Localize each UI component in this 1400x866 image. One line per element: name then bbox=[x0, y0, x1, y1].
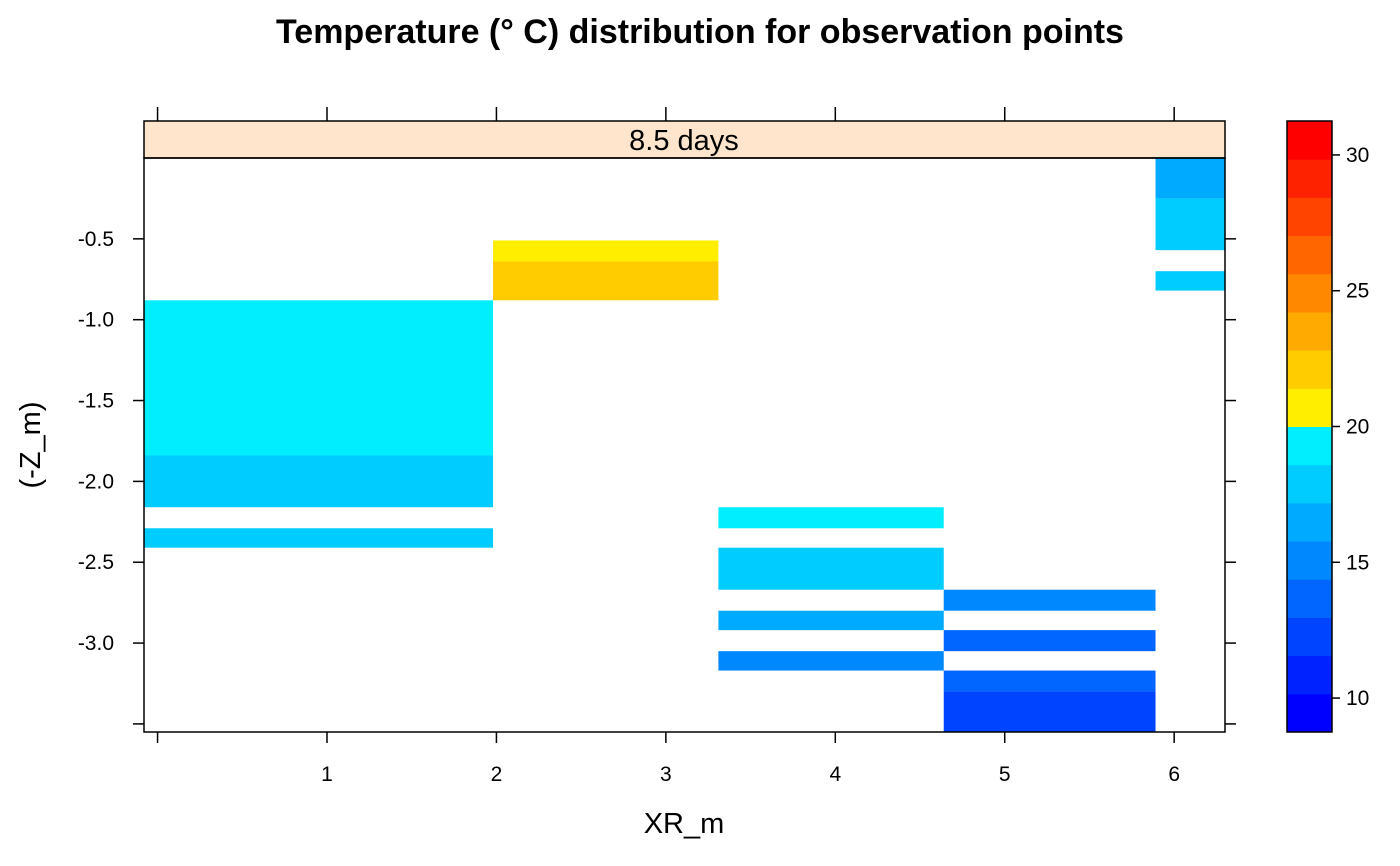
color-key-swatch bbox=[1287, 311, 1332, 351]
color-key-tick-label: 25 bbox=[1346, 280, 1369, 303]
color-key-swatch bbox=[1287, 502, 1332, 542]
color-key-swatch bbox=[1287, 426, 1332, 466]
heatmap-cell bbox=[493, 240, 719, 262]
x-tick-label: 5 bbox=[999, 763, 1011, 786]
color-key-swatch bbox=[1287, 579, 1332, 618]
color-key-tick-label: 20 bbox=[1346, 416, 1369, 439]
strip-background bbox=[143, 120, 1226, 159]
y-axis-label: (-Z_m) bbox=[15, 402, 47, 489]
axis-ticks bbox=[133, 107, 1236, 743]
heatmap-cell bbox=[144, 455, 494, 508]
axis-tick-labels: 1 2 3 4 5 6 -0.5 -1.0 -1.5 -2.0 -2.5 -3.0 bbox=[78, 228, 1180, 786]
y-tick-label: -1.0 bbox=[78, 309, 114, 332]
color-key-tick-label: 10 bbox=[1346, 687, 1369, 710]
heatmap-cell bbox=[943, 589, 1156, 611]
color-key-swatch bbox=[1287, 388, 1332, 427]
x-tick-label: 1 bbox=[321, 763, 333, 786]
heatmap-cell bbox=[718, 547, 944, 590]
color-key: 10 15 20 25 30 bbox=[1286, 120, 1369, 733]
y-tick-label: -3.0 bbox=[78, 632, 114, 655]
color-key-swatch bbox=[1287, 617, 1332, 657]
y-tick-label: -2.5 bbox=[78, 551, 114, 574]
x-tick-label: 4 bbox=[829, 763, 841, 786]
heatmap-cell bbox=[493, 261, 719, 301]
color-key-swatch bbox=[1287, 655, 1332, 695]
color-key-swatch bbox=[1287, 121, 1332, 160]
chart-title: Temperature (° C) distribution for obser… bbox=[276, 13, 1124, 51]
heatmap-cell bbox=[943, 670, 1156, 692]
heatmap-cell bbox=[144, 300, 494, 456]
heatmap-cell bbox=[943, 691, 1156, 732]
heatmap-cell bbox=[718, 507, 944, 529]
x-tick-label: 6 bbox=[1168, 763, 1180, 786]
y-tick-label: -0.5 bbox=[78, 228, 114, 251]
heatmap-cell bbox=[718, 651, 944, 671]
y-tick-label: -2.0 bbox=[78, 470, 114, 493]
color-key-tick-label: 15 bbox=[1346, 551, 1369, 574]
x-tick-label: 2 bbox=[491, 763, 503, 786]
heatmap-cells bbox=[144, 158, 1225, 732]
color-key-swatch bbox=[1287, 464, 1332, 504]
heatmap-cell bbox=[943, 630, 1156, 652]
color-key-swatch bbox=[1287, 693, 1332, 733]
y-tick-label: -1.5 bbox=[78, 390, 114, 413]
color-key-swatch bbox=[1287, 235, 1332, 275]
x-axis-label: XR_m bbox=[644, 808, 725, 840]
color-key-swatch bbox=[1287, 197, 1332, 237]
heatmap-cell bbox=[1155, 158, 1225, 199]
heatmap-cell bbox=[1155, 198, 1225, 251]
color-key-swatch bbox=[1287, 159, 1332, 198]
x-tick-label: 3 bbox=[660, 763, 672, 786]
color-key-swatch bbox=[1287, 273, 1332, 313]
color-key-swatch bbox=[1287, 541, 1332, 580]
heatmap-cell bbox=[1155, 271, 1225, 291]
plot-border bbox=[143, 157, 1226, 733]
color-key-tick-label: 30 bbox=[1346, 144, 1369, 167]
heatmap-cell bbox=[718, 610, 944, 631]
color-key-swatch bbox=[1287, 350, 1332, 389]
panel-strip-label: 8.5 days bbox=[629, 125, 739, 157]
heatmap-cell bbox=[144, 528, 494, 548]
